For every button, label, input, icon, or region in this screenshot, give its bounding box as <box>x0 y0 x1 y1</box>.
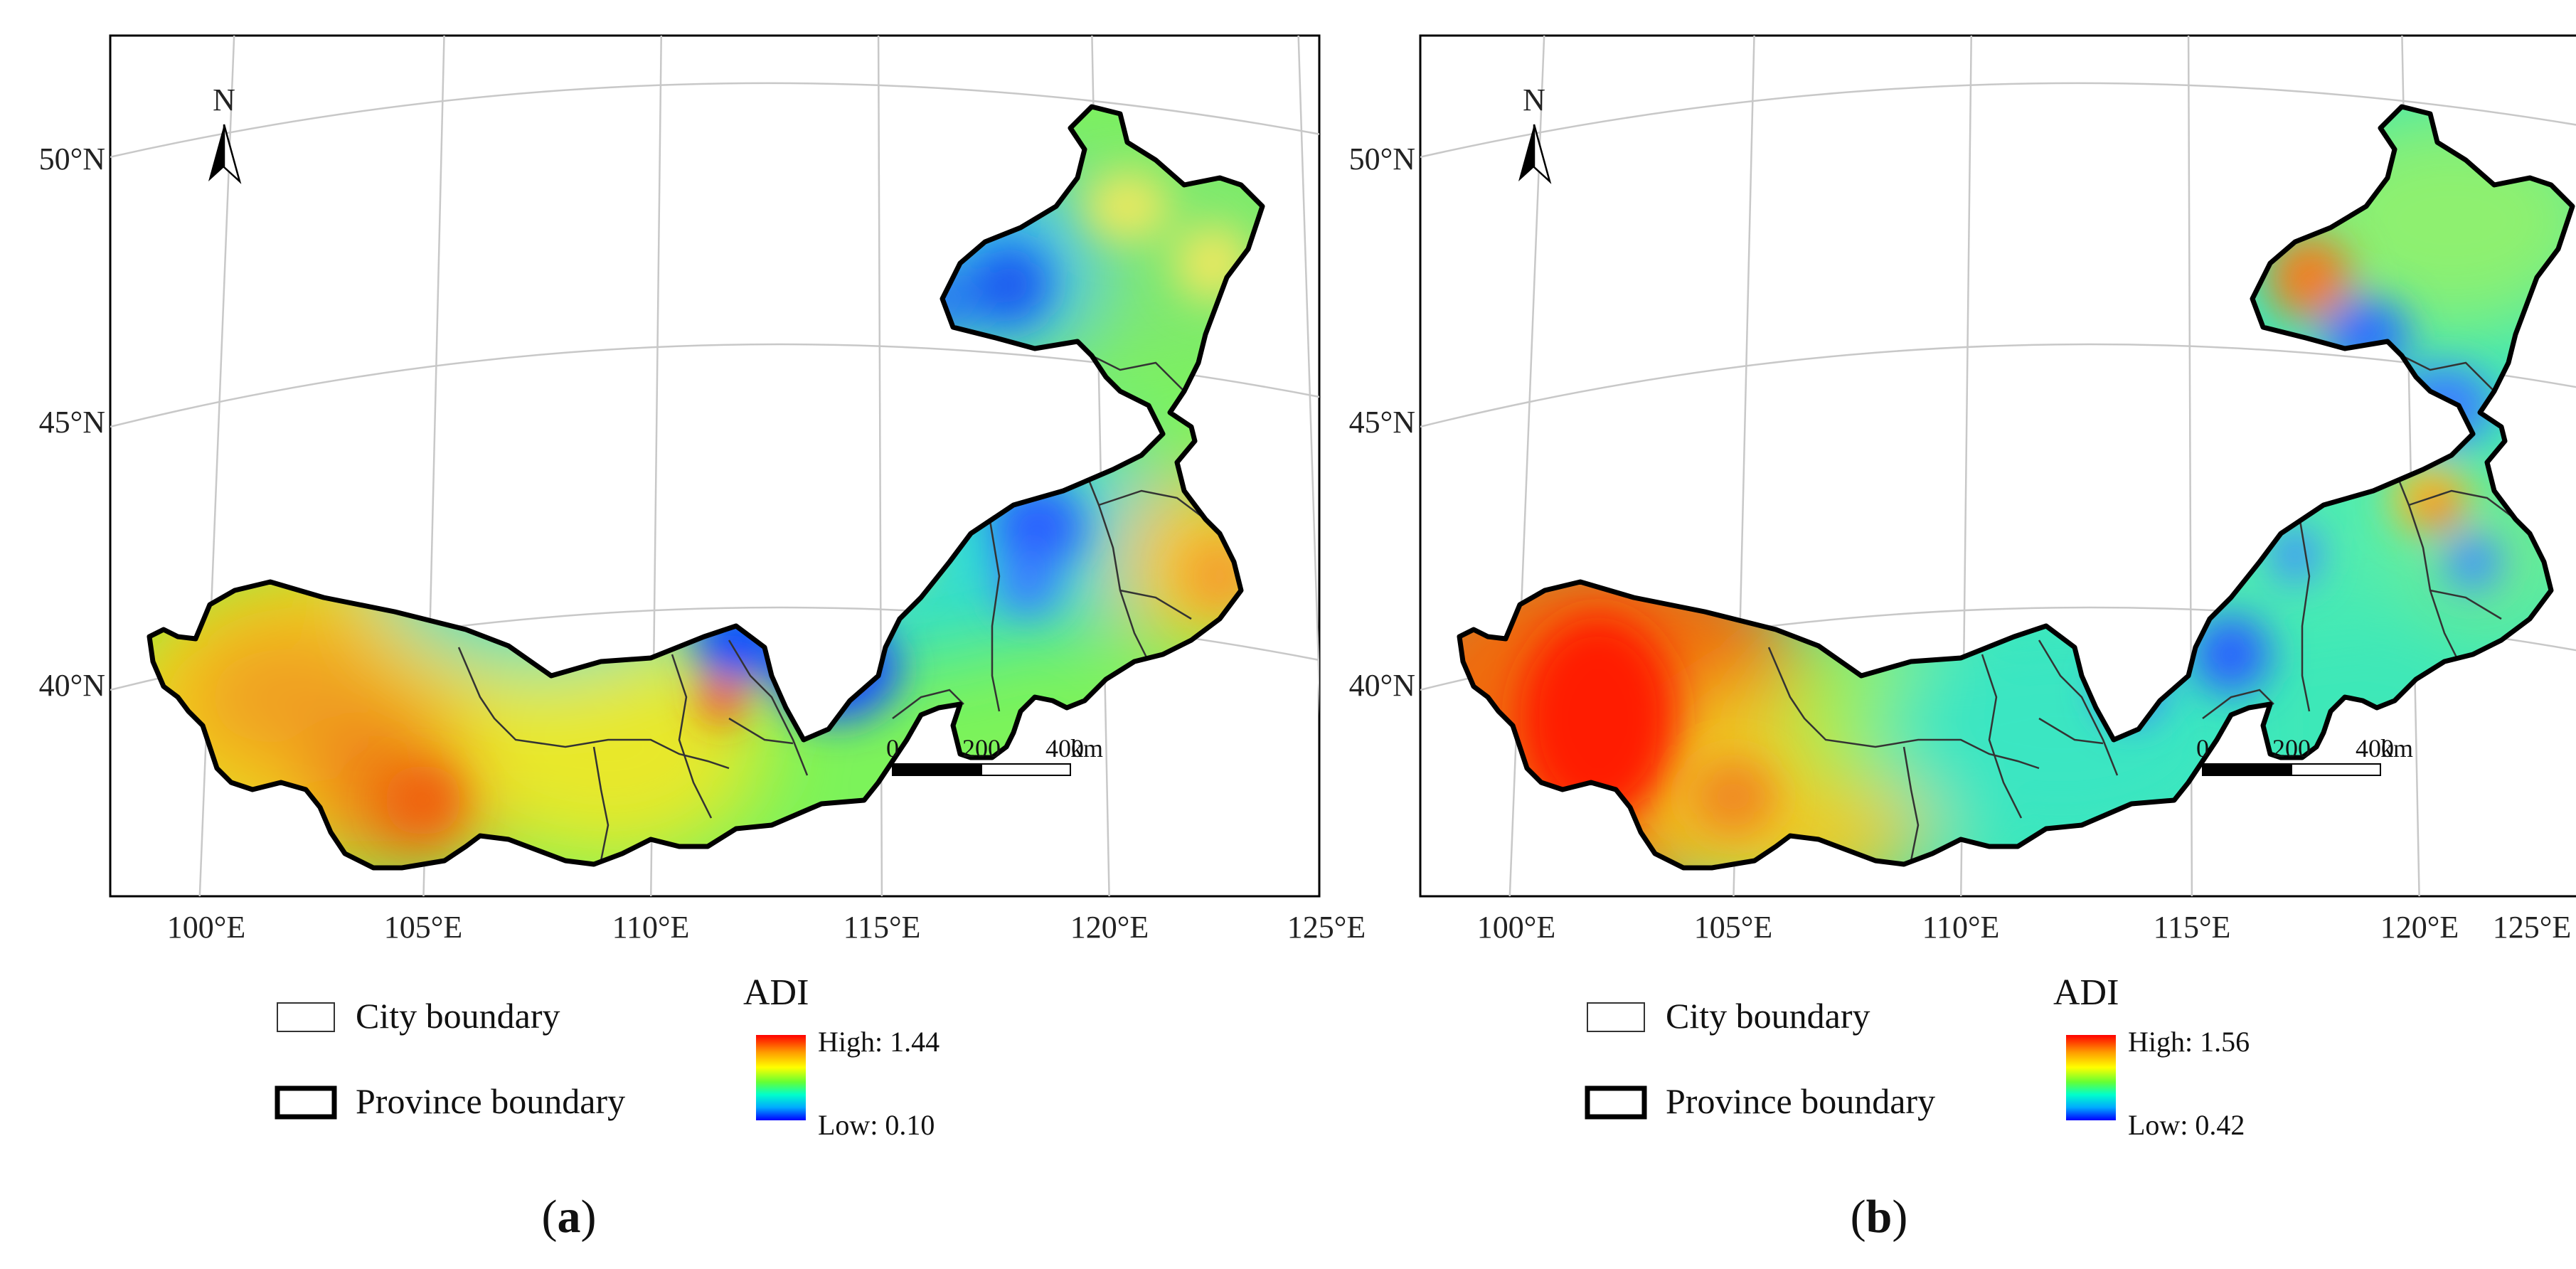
lat-ticks-a: 50°N 45°N 40°N <box>39 142 105 703</box>
scale-label-200: 200 <box>962 734 1001 763</box>
lat-tick-40: 40°N <box>39 668 105 703</box>
caption-letter-a: a <box>558 1191 581 1243</box>
city-boundary-swatch <box>1587 1002 1645 1032</box>
lon-tick-100: 100°E <box>167 910 245 945</box>
lat-tick-45: 45°N <box>1349 405 1415 440</box>
lon-tick-105: 105°E <box>1694 910 1772 945</box>
ramp-high-label: High: 1.44 <box>818 1026 940 1058</box>
ramp-low-label: Low: 0.42 <box>2128 1109 2245 1141</box>
lon-tick-105: 105°E <box>384 910 462 945</box>
lon-tick-115: 115°E <box>2154 910 2231 945</box>
caption-letter-b: b <box>1866 1191 1893 1243</box>
caption-b: (b) <box>1851 1191 1908 1243</box>
scale-bar: 0 200 400 km <box>886 734 1103 776</box>
lat-tick-40: 40°N <box>1349 668 1415 703</box>
map-panel-b: N 0 200 400 km <box>1419 34 2576 898</box>
city-boundary-label: City boundary <box>356 996 560 1036</box>
lon-tick-125: 125°E <box>2493 910 2571 945</box>
lon-tick-110: 110°E <box>1922 910 2000 945</box>
scale-label-0: 0 <box>2196 734 2209 763</box>
lon-tick-120: 120°E <box>2380 910 2459 945</box>
scale-unit: km <box>2380 734 2413 763</box>
color-ramp <box>2066 1035 2116 1120</box>
lon-ticks-b: 100°E 105°E 110°E 115°E 120°E 125°E <box>1477 910 2571 945</box>
legend-a: City boundary Province boundary ADI High… <box>275 972 940 1141</box>
scale-bar: 0 200 400 km <box>2196 734 2413 776</box>
lon-tick-100: 100°E <box>1477 910 1555 945</box>
city-boundary-label: City boundary <box>1666 996 1870 1036</box>
lat-ticks-b: 50°N 45°N 40°N <box>1349 142 1415 703</box>
province-boundary-label: Province boundary <box>1666 1081 1935 1121</box>
lon-tick-110: 110°E <box>612 910 690 945</box>
legend-b: City boundary Province boundary ADI High… <box>1585 972 2250 1141</box>
lon-tick-125: 125°E <box>1287 910 1366 945</box>
ramp-title: ADI <box>2053 972 2119 1013</box>
province-boundary-label: Province boundary <box>356 1081 625 1121</box>
caption-a: (a) <box>542 1191 597 1243</box>
lat-tick-50: 50°N <box>1349 142 1415 176</box>
scale-label-400: 400 <box>2356 734 2394 763</box>
ramp-low-label: Low: 0.10 <box>818 1109 935 1141</box>
color-ramp <box>756 1035 806 1120</box>
scale-label-200: 200 <box>2272 734 2311 763</box>
scale-label-400: 400 <box>1045 734 1084 763</box>
north-arrow: N <box>208 83 242 184</box>
north-arrow-label: N <box>213 83 235 117</box>
lon-ticks-a: 100°E 105°E 110°E 115°E 120°E 125°E <box>167 910 1366 945</box>
svg-text:(b): (b) <box>1851 1191 1908 1243</box>
north-arrow-label: N <box>1523 83 1545 117</box>
lat-tick-45: 45°N <box>39 405 105 440</box>
province-boundary-swatch <box>275 1085 337 1120</box>
province-boundary-swatch <box>1585 1085 1647 1120</box>
north-arrow: N <box>1518 83 1552 184</box>
svg-text:(a): (a) <box>542 1191 597 1243</box>
lon-tick-120: 120°E <box>1070 910 1149 945</box>
lat-tick-50: 50°N <box>39 142 105 176</box>
scale-unit: km <box>1070 734 1103 763</box>
city-boundary-swatch <box>277 1002 335 1032</box>
lon-tick-115: 115°E <box>843 910 921 945</box>
map-panel-a: N 0 200 400 km <box>109 34 1321 898</box>
scale-label-0: 0 <box>886 734 899 763</box>
ramp-title: ADI <box>743 972 809 1013</box>
ramp-high-label: High: 1.56 <box>2128 1026 2250 1058</box>
